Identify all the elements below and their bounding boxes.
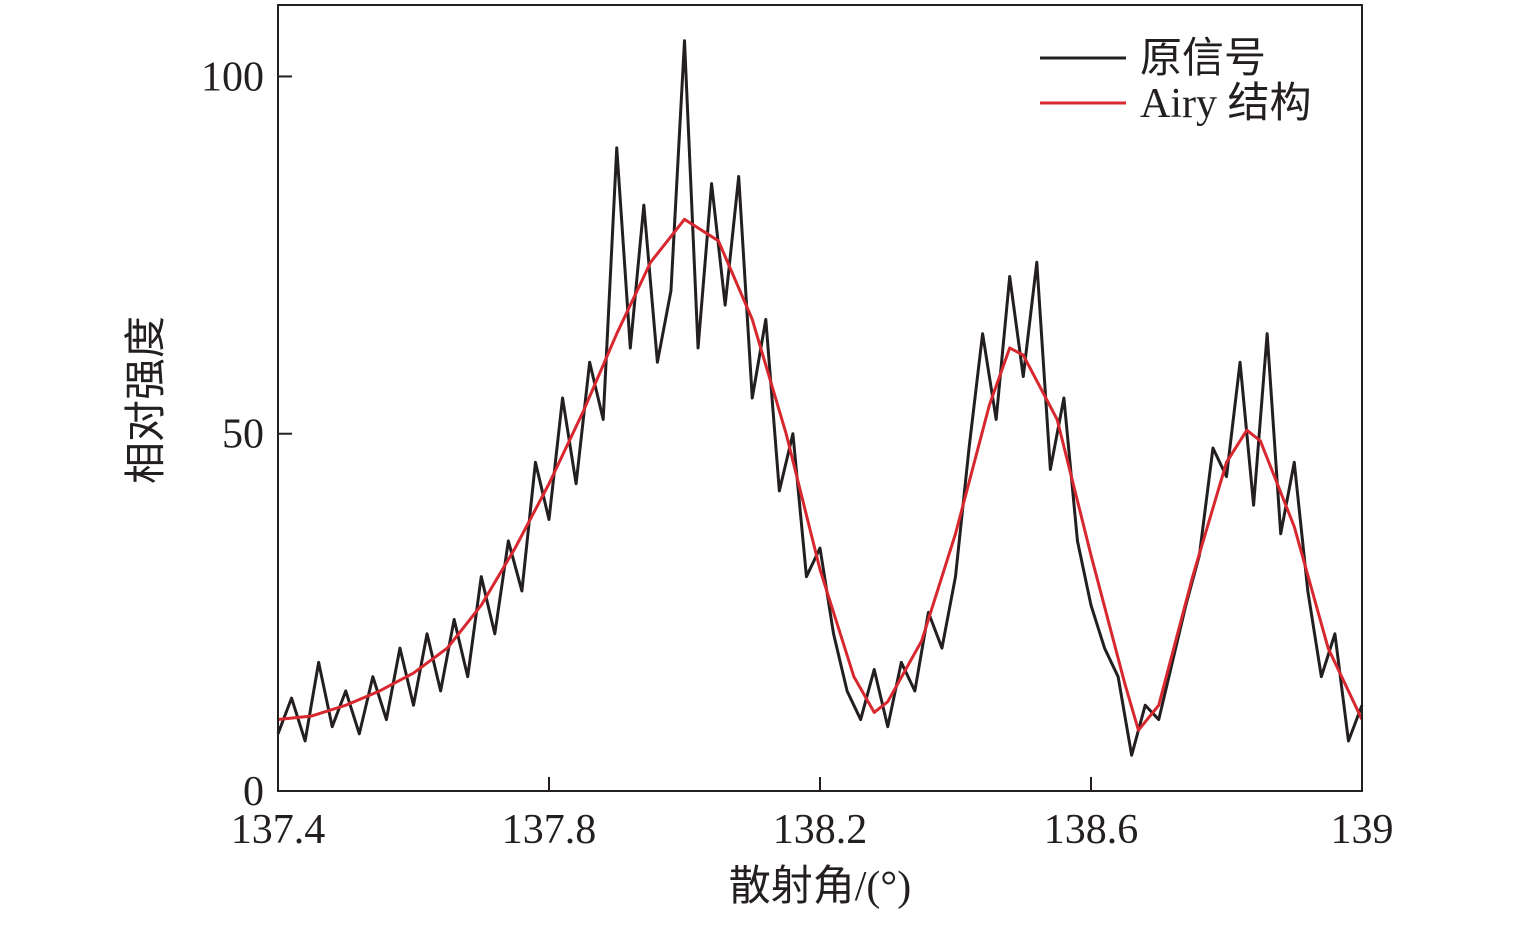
y-tick-label: 0 xyxy=(243,769,264,815)
series-line xyxy=(277,217,1364,732)
legend-label: Airy 结构 xyxy=(1140,81,1312,127)
legend-label: 原信号 xyxy=(1140,36,1266,82)
x-tick-label: 139 xyxy=(1331,807,1394,853)
x-tick-label: 138.2 xyxy=(773,807,868,853)
series-line xyxy=(276,39,1364,757)
y-tick-label: 100 xyxy=(201,54,264,100)
plot-frame xyxy=(277,4,1363,792)
y-tick-label: 50 xyxy=(222,412,264,458)
x-tick-label: 137.4 xyxy=(231,807,326,853)
x-tick-label: 138.6 xyxy=(1044,807,1139,853)
x-axis-label: 散射角/(°) xyxy=(729,864,911,910)
x-tick-label: 137.8 xyxy=(502,807,597,853)
y-axis-label: 相对强度 xyxy=(124,316,170,484)
